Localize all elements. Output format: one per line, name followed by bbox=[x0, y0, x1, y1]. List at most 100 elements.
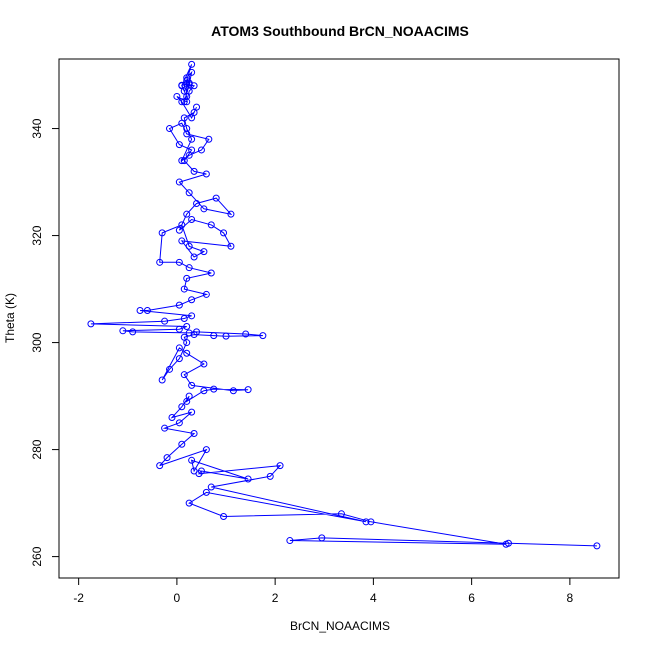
plot-frame bbox=[58, 58, 620, 579]
data-point bbox=[205, 135, 213, 143]
x-tick-label: 4 bbox=[370, 591, 377, 605]
data-point bbox=[185, 151, 193, 159]
data-point bbox=[185, 242, 193, 250]
y-tick-label: 260 bbox=[30, 546, 44, 566]
data-point bbox=[180, 371, 188, 379]
data-point bbox=[185, 499, 193, 507]
data-point bbox=[202, 446, 210, 454]
data-point bbox=[502, 540, 510, 548]
data-point bbox=[229, 387, 237, 395]
data-point bbox=[178, 237, 186, 245]
data-point bbox=[183, 125, 191, 133]
data-point bbox=[227, 242, 235, 250]
data-point bbox=[178, 157, 186, 165]
data-point bbox=[163, 454, 171, 462]
data-point bbox=[188, 408, 196, 416]
data-point bbox=[220, 512, 228, 520]
data-point bbox=[168, 413, 176, 421]
data-point bbox=[227, 210, 235, 218]
data-point bbox=[188, 381, 196, 389]
data-point bbox=[362, 518, 370, 526]
data-point bbox=[193, 103, 201, 111]
data-point bbox=[143, 306, 151, 314]
data-point bbox=[175, 355, 183, 363]
data-point bbox=[188, 312, 196, 320]
data-point bbox=[183, 98, 191, 106]
y-tick-label: 340 bbox=[30, 118, 44, 138]
chart-title: ATOM3 Southbound BrCN_NOAACIMS bbox=[211, 23, 469, 39]
data-point bbox=[190, 430, 198, 438]
data-point bbox=[188, 60, 196, 68]
data-point bbox=[173, 92, 181, 100]
data-point bbox=[180, 114, 188, 122]
data-point bbox=[185, 264, 193, 272]
data-point bbox=[183, 130, 191, 138]
data-point bbox=[180, 315, 188, 322]
data-point bbox=[87, 320, 95, 328]
data-point bbox=[175, 419, 183, 427]
data-point bbox=[197, 146, 205, 154]
data-point bbox=[337, 510, 345, 518]
data-point bbox=[185, 189, 193, 197]
data-point bbox=[136, 306, 144, 314]
data-point bbox=[202, 170, 210, 178]
x-tick-label: 8 bbox=[567, 591, 574, 605]
data-point bbox=[202, 290, 210, 298]
data-point bbox=[318, 534, 326, 542]
data-point bbox=[175, 226, 183, 234]
data-point bbox=[166, 365, 174, 373]
x-tick-label: 2 bbox=[272, 591, 279, 605]
data-point bbox=[242, 330, 250, 338]
data-point bbox=[180, 333, 188, 341]
x-tick-label: -2 bbox=[73, 591, 84, 605]
data-point bbox=[276, 462, 284, 470]
data-point bbox=[266, 472, 274, 480]
data-point bbox=[210, 332, 218, 340]
data-point bbox=[212, 194, 220, 202]
data-point bbox=[188, 216, 196, 224]
data-point bbox=[185, 79, 193, 87]
data-point bbox=[183, 397, 191, 405]
data-point bbox=[207, 483, 215, 491]
data-point bbox=[156, 462, 164, 470]
y-tick-label: 320 bbox=[30, 225, 44, 245]
data-point bbox=[202, 488, 210, 496]
data-point bbox=[158, 376, 166, 384]
data-point bbox=[158, 229, 166, 237]
x-axis: -2 0 2 4 6 8 bbox=[73, 577, 574, 605]
data-point bbox=[188, 456, 196, 464]
data-point bbox=[220, 229, 228, 237]
data-point bbox=[178, 440, 186, 448]
data-point bbox=[175, 178, 183, 186]
data-point bbox=[259, 332, 267, 340]
x-axis-label: BrCN_NOAACIMS bbox=[290, 619, 390, 633]
data-point bbox=[286, 537, 294, 545]
data-point bbox=[207, 269, 215, 277]
data-point bbox=[178, 98, 186, 106]
data-point bbox=[193, 328, 201, 336]
data-point bbox=[190, 167, 198, 175]
data-point bbox=[183, 210, 191, 218]
data-point bbox=[188, 296, 196, 304]
y-tick-label: 280 bbox=[30, 439, 44, 459]
data-point bbox=[190, 467, 198, 475]
series-line bbox=[90, 64, 597, 547]
data-point bbox=[190, 253, 198, 261]
data-point bbox=[183, 323, 191, 331]
data-point bbox=[161, 317, 169, 325]
data-point bbox=[178, 403, 186, 411]
data-point bbox=[175, 344, 183, 352]
data-point bbox=[129, 328, 137, 336]
data-point bbox=[188, 135, 196, 143]
data-point bbox=[178, 82, 186, 90]
data-point bbox=[183, 349, 191, 357]
data-point bbox=[180, 285, 188, 293]
data-point bbox=[119, 327, 127, 335]
data-point bbox=[593, 542, 601, 550]
plot-area bbox=[87, 60, 601, 550]
data-point bbox=[200, 387, 208, 395]
data-point bbox=[180, 157, 188, 165]
data-point bbox=[244, 475, 252, 483]
data-point bbox=[175, 325, 183, 333]
